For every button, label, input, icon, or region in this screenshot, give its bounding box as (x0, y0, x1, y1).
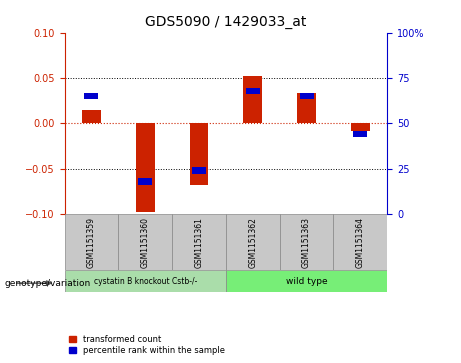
Text: GSM1151361: GSM1151361 (195, 217, 203, 268)
Bar (136, 123, 154, 212)
Text: genotype/variation: genotype/variation (5, 280, 91, 288)
Bar (351, 123, 370, 131)
Bar (82, 110, 101, 123)
Text: GSM1151362: GSM1151362 (248, 217, 257, 268)
Bar (65, 270, 226, 292)
Text: GSM1151363: GSM1151363 (302, 217, 311, 268)
Legend: transformed count, percentile rank within the sample: transformed count, percentile rank withi… (69, 335, 225, 355)
Bar (297, 94, 316, 123)
Text: wild type: wild type (286, 277, 327, 286)
Text: GSM1151360: GSM1151360 (141, 217, 150, 268)
Bar (226, 214, 280, 270)
Bar (138, 178, 152, 185)
Text: GSM1151359: GSM1151359 (87, 217, 96, 268)
Bar (226, 270, 387, 292)
Bar (84, 93, 99, 99)
Bar (246, 87, 260, 94)
Bar (353, 131, 367, 138)
Bar (118, 214, 172, 270)
Text: GSM1151364: GSM1151364 (356, 217, 365, 268)
Bar (333, 214, 387, 270)
Bar (172, 214, 226, 270)
Text: cystatin B knockout Cstb-/-: cystatin B knockout Cstb-/- (94, 277, 197, 286)
Bar (280, 214, 333, 270)
Bar (243, 76, 262, 123)
Bar (300, 93, 313, 99)
Bar (65, 214, 118, 270)
Title: GDS5090 / 1429033_at: GDS5090 / 1429033_at (145, 15, 307, 29)
Bar (189, 123, 208, 185)
Bar (192, 167, 206, 174)
